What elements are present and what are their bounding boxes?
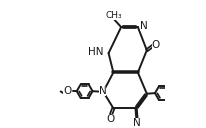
Text: O: O (105, 114, 114, 124)
Text: N: N (132, 118, 140, 128)
Text: N: N (139, 21, 147, 31)
Text: HN: HN (88, 47, 103, 57)
Text: O: O (63, 86, 71, 96)
Text: N: N (98, 86, 106, 96)
Text: CH₃: CH₃ (105, 11, 122, 20)
Text: O: O (151, 40, 159, 50)
